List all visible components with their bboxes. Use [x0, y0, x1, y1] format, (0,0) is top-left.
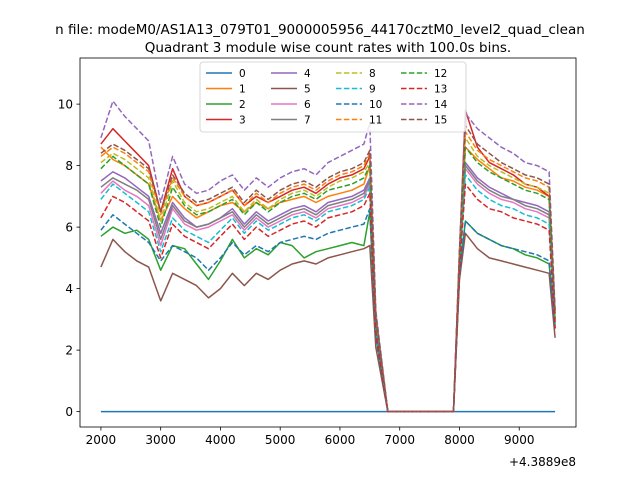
y-tick-label: 4 [65, 282, 73, 296]
x-tick-label: 3000 [145, 433, 176, 447]
series-line-2 [100, 211, 556, 413]
x-tick-label: 5000 [265, 433, 296, 447]
plot-lines [100, 100, 556, 413]
legend-label-13: 13 [434, 84, 447, 96]
series-line-5 [100, 232, 556, 413]
y-axis: 0 2 4 6 8 10 [58, 98, 80, 419]
series-line-13 [100, 183, 556, 413]
legend-label-3: 3 [239, 115, 246, 127]
x-axis: 2000 3000 4000 5000 6000 7000 8000 9000 [86, 427, 535, 447]
series-line-11 [100, 131, 556, 413]
legend-label-0: 0 [239, 68, 246, 80]
series-line-6 [100, 167, 556, 413]
legend-label-2: 2 [239, 99, 246, 111]
legend-label-11: 11 [369, 115, 382, 127]
series-line-8 [100, 137, 556, 413]
legend-label-8: 8 [369, 68, 376, 80]
x-tick-label: 8000 [444, 433, 475, 447]
series-line-15 [100, 124, 556, 413]
x-tick-label: 4000 [205, 433, 236, 447]
legend-label-4: 4 [304, 68, 311, 80]
series-line-4 [100, 161, 556, 413]
series-line-9 [100, 174, 556, 413]
chart-title: Quadrant 3 module wise count rates with … [145, 40, 511, 56]
legend-label-7: 7 [304, 115, 311, 127]
legend-label-9: 9 [369, 84, 376, 96]
chart-suptitle: n file: modeM0/AS1A13_079T01_9000005956_… [55, 22, 585, 38]
legend-label-5: 5 [304, 84, 311, 96]
legend-label-15: 15 [434, 115, 447, 127]
y-tick-label: 6 [65, 221, 73, 235]
legend-box [199, 61, 467, 133]
x-tick-label: 7000 [384, 433, 415, 447]
series-line-14 [100, 100, 556, 413]
plot-frame [79, 57, 577, 428]
y-tick-label: 2 [65, 344, 73, 358]
series-line-7 [100, 164, 556, 413]
series-line-3 [100, 109, 556, 413]
y-tick-label: 0 [65, 405, 73, 419]
legend-label-10: 10 [369, 99, 382, 111]
series-line-1 [100, 146, 556, 413]
legend-label-12: 12 [434, 68, 447, 80]
x-offset-label: +4.3889e8 [509, 455, 576, 469]
y-tick-label: 8 [65, 159, 73, 173]
y-tick-label: 10 [58, 98, 73, 112]
x-tick-label: 6000 [325, 433, 356, 447]
legend-label-14: 14 [434, 99, 448, 111]
legend-label-1: 1 [239, 84, 246, 96]
series-line-10 [100, 207, 556, 413]
legend-label-6: 6 [304, 99, 311, 111]
x-tick-label: 9000 [504, 433, 535, 447]
x-tick-label: 2000 [86, 433, 117, 447]
